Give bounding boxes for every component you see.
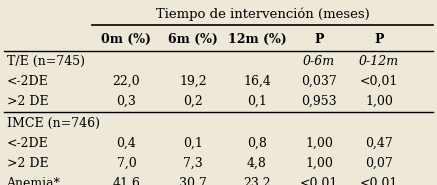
Text: Tiempo de intervención (meses): Tiempo de intervención (meses) xyxy=(156,8,369,21)
Text: 0,3: 0,3 xyxy=(117,95,136,108)
Text: <-2DE: <-2DE xyxy=(7,137,48,150)
Text: T/E (n=745): T/E (n=745) xyxy=(7,55,84,68)
Text: 0,037: 0,037 xyxy=(301,75,337,88)
Text: P: P xyxy=(314,33,324,46)
Text: IMCE (n=746): IMCE (n=746) xyxy=(7,117,100,130)
Text: 0,07: 0,07 xyxy=(365,157,393,170)
Text: 1,00: 1,00 xyxy=(365,95,393,108)
Text: >2 DE: >2 DE xyxy=(7,95,48,108)
Text: 0,47: 0,47 xyxy=(365,137,393,150)
Text: >2 DE: >2 DE xyxy=(7,157,48,170)
Text: <0,01: <0,01 xyxy=(300,177,338,185)
Text: 4,8: 4,8 xyxy=(247,157,267,170)
Text: 16,4: 16,4 xyxy=(243,75,271,88)
Text: Anemia*: Anemia* xyxy=(7,177,60,185)
Text: P: P xyxy=(375,33,384,46)
Text: 19,2: 19,2 xyxy=(179,75,207,88)
Text: 30,7: 30,7 xyxy=(179,177,207,185)
Text: 22,0: 22,0 xyxy=(113,75,140,88)
Text: <-2DE: <-2DE xyxy=(7,75,48,88)
Text: 0,8: 0,8 xyxy=(247,137,267,150)
Text: 0,4: 0,4 xyxy=(117,137,136,150)
Text: <0,01: <0,01 xyxy=(360,177,398,185)
Text: 7,0: 7,0 xyxy=(117,157,136,170)
Text: 23,2: 23,2 xyxy=(243,177,271,185)
Text: 12m (%): 12m (%) xyxy=(228,33,286,46)
Text: 7,3: 7,3 xyxy=(183,157,203,170)
Text: 0m (%): 0m (%) xyxy=(101,33,152,46)
Text: 1,00: 1,00 xyxy=(305,157,333,170)
Text: 41,6: 41,6 xyxy=(112,177,140,185)
Text: <0,01: <0,01 xyxy=(360,75,398,88)
Text: 0,1: 0,1 xyxy=(183,137,203,150)
Text: 0,2: 0,2 xyxy=(183,95,203,108)
Text: 0-6m: 0-6m xyxy=(303,55,335,68)
Text: 6m (%): 6m (%) xyxy=(168,33,218,46)
Text: 0-12m: 0-12m xyxy=(359,55,399,68)
Text: 0,1: 0,1 xyxy=(247,95,267,108)
Text: 1,00: 1,00 xyxy=(305,137,333,150)
Text: 0,953: 0,953 xyxy=(302,95,337,108)
